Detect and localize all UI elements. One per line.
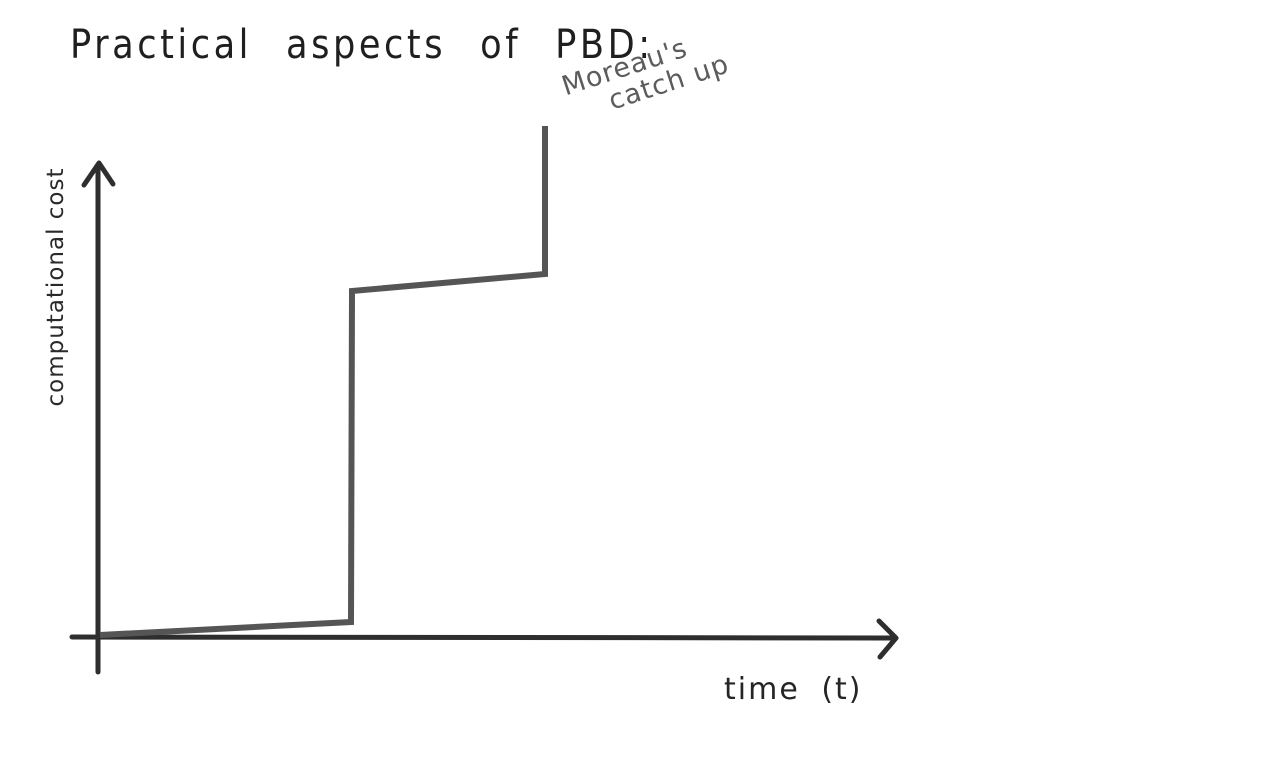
y-axis [81,160,116,675]
x-axis-line [69,634,896,641]
cost-curve [99,126,548,638]
x-axis [69,618,899,660]
y-axis-arrowhead [81,160,116,188]
x-axis-arrowhead [876,618,899,660]
page-title: Practical aspects of PBD: [70,22,654,68]
x-axis-label: time (t) [724,672,863,707]
